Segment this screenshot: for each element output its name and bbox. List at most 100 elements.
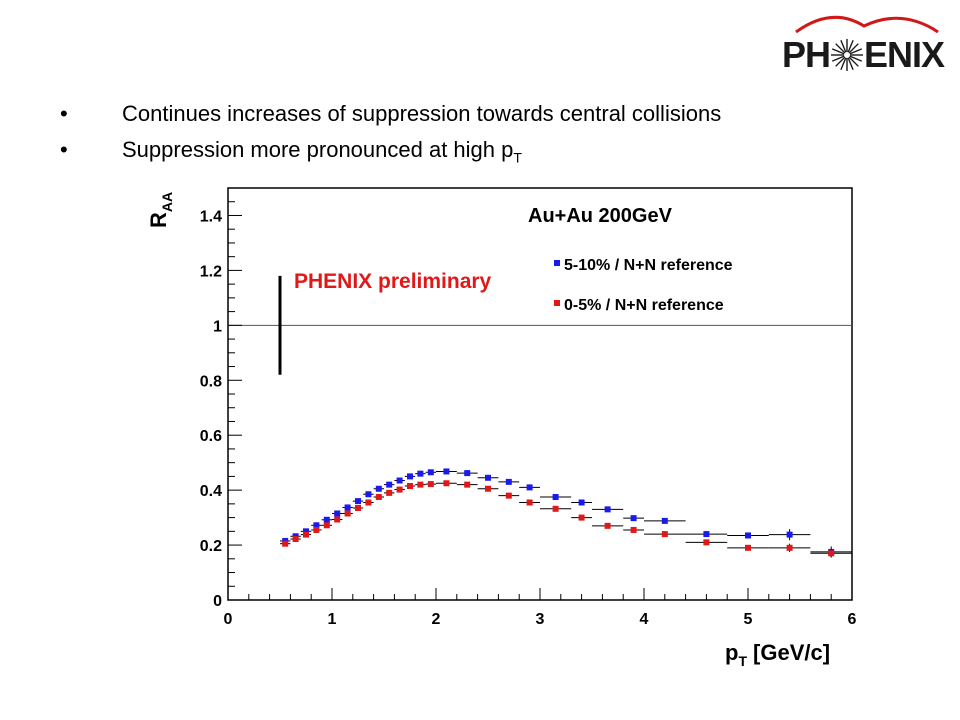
data-point bbox=[661, 517, 668, 524]
data-point bbox=[661, 531, 668, 538]
y-tick-label: 0.8 bbox=[200, 373, 222, 390]
data-point bbox=[334, 510, 341, 517]
y-axis-label: RAA bbox=[146, 192, 175, 228]
data-point bbox=[443, 480, 450, 487]
raa-chart: 0 1 2 3 4 5 6 0 0.2 0.4 0.6 0.8 1 1.2 1.4 RAA pT [GeV/c… bbox=[146, 187, 857, 669]
data-point bbox=[427, 481, 434, 488]
data-point bbox=[828, 550, 835, 557]
data-point bbox=[526, 499, 533, 506]
data-point bbox=[703, 539, 710, 546]
data-point bbox=[485, 474, 491, 481]
legend-swatch-0-5 bbox=[554, 300, 560, 306]
data-point bbox=[323, 516, 330, 523]
bullet-dot: • bbox=[60, 137, 68, 162]
x-tick-label: 0 bbox=[224, 611, 233, 628]
data-point bbox=[552, 505, 559, 512]
data-point bbox=[485, 485, 491, 492]
phenix-starburst-icon bbox=[831, 39, 864, 71]
bullet-item: • Continues increases of suppression towa… bbox=[60, 96, 721, 132]
data-point bbox=[578, 499, 585, 506]
data-point bbox=[365, 491, 372, 498]
data-point bbox=[355, 504, 361, 511]
chart-title: Au+Au 200GeV bbox=[528, 205, 673, 227]
data-point bbox=[505, 492, 512, 499]
bullet-list: • Continues increases of suppression towa… bbox=[60, 96, 721, 168]
preliminary-annotation: PHENIX preliminary bbox=[294, 270, 492, 293]
x-tick-label: 6 bbox=[848, 611, 857, 628]
data-point bbox=[604, 522, 611, 529]
phenix-logo: PH ENIX bbox=[782, 12, 948, 75]
data-point bbox=[375, 494, 382, 500]
data-point bbox=[526, 484, 533, 491]
bullet-text: Suppression more pronounced at high p bbox=[122, 137, 514, 162]
data-point bbox=[396, 477, 403, 484]
bullet-dot: • bbox=[60, 101, 68, 126]
logo-text-left: PH bbox=[782, 34, 831, 75]
x-tick-label: 5 bbox=[744, 611, 753, 628]
data-point bbox=[375, 485, 382, 492]
data-point bbox=[323, 522, 330, 529]
data-point bbox=[464, 481, 471, 488]
data-point bbox=[334, 516, 341, 523]
bullet-subscript: T bbox=[513, 149, 522, 166]
data-point bbox=[417, 470, 424, 477]
data-point bbox=[786, 544, 793, 551]
y-axis-label-sub: AA bbox=[159, 192, 175, 212]
x-axis-label: pT [GeV/c] bbox=[725, 640, 830, 669]
data-point bbox=[282, 540, 289, 547]
logo-text-right: ENIX bbox=[864, 34, 945, 75]
data-point bbox=[505, 478, 512, 485]
x-tick-label: 3 bbox=[536, 611, 545, 628]
logo-arc-icon bbox=[795, 15, 939, 34]
bullet-item: • Suppression more pronounced at high pT bbox=[60, 132, 721, 168]
series-0 bbox=[280, 468, 852, 558]
data-point bbox=[292, 536, 299, 543]
data-point bbox=[443, 468, 450, 475]
y-axis-label-main: R bbox=[146, 212, 171, 228]
data-point bbox=[427, 469, 434, 476]
y-tick-label: 0 bbox=[213, 593, 222, 610]
data-point bbox=[344, 510, 351, 517]
data-point bbox=[630, 515, 637, 522]
data-point bbox=[745, 544, 751, 551]
bullet-text: Continues increases of suppression towar… bbox=[122, 101, 722, 126]
x-axis-label-main: p bbox=[725, 640, 738, 665]
x-tick-label: 1 bbox=[328, 611, 337, 628]
legend-label-5-10: 5-10% / N+N reference bbox=[564, 257, 733, 274]
data-point bbox=[303, 528, 309, 535]
data-point bbox=[396, 486, 403, 493]
x-axis-label-sub: T bbox=[738, 653, 747, 669]
x-axis-label-unit: [GeV/c] bbox=[753, 640, 830, 665]
data-point bbox=[386, 481, 393, 488]
y-tick-label: 1.2 bbox=[200, 263, 222, 280]
data-point bbox=[786, 531, 793, 538]
data-point bbox=[365, 499, 372, 506]
series-1 bbox=[280, 480, 852, 558]
y-tick-label: 1 bbox=[213, 318, 222, 335]
x-tick-label: 2 bbox=[432, 611, 441, 628]
data-point bbox=[630, 526, 637, 533]
data-point bbox=[745, 532, 751, 539]
y-tick-label: 1.4 bbox=[200, 208, 222, 225]
data-point bbox=[344, 504, 351, 511]
data-point bbox=[303, 531, 309, 538]
legend: 5-10% / N+N reference 0-5% / N+N referen… bbox=[554, 257, 733, 314]
data-point bbox=[417, 481, 424, 488]
data-point bbox=[386, 489, 393, 496]
data-point bbox=[604, 506, 611, 513]
y-tick-label: 0.2 bbox=[200, 538, 222, 555]
x-tick-label: 4 bbox=[640, 611, 649, 628]
y-tick-label: 0.6 bbox=[200, 428, 222, 445]
y-tick-label: 0.4 bbox=[200, 483, 222, 500]
legend-swatch-5-10 bbox=[554, 260, 560, 266]
data-point bbox=[407, 483, 413, 490]
data-point bbox=[313, 526, 320, 533]
plot-frame bbox=[227, 187, 853, 601]
data-point bbox=[313, 522, 320, 529]
data-point bbox=[407, 473, 413, 480]
logo-text: PH ENIX bbox=[782, 34, 945, 76]
data-point bbox=[355, 498, 361, 505]
data-point bbox=[552, 494, 559, 500]
legend-label-0-5: 0-5% / N+N reference bbox=[564, 297, 724, 314]
data-point bbox=[578, 514, 585, 521]
